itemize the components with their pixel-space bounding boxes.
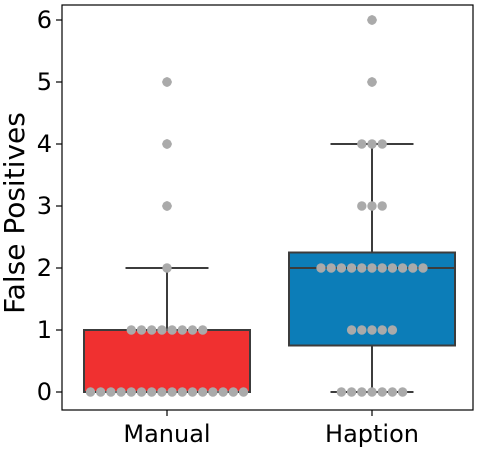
data-point bbox=[106, 387, 116, 397]
data-point bbox=[162, 263, 172, 273]
data-point bbox=[367, 325, 377, 335]
data-point bbox=[96, 387, 106, 397]
data-point bbox=[136, 387, 147, 397]
data-point bbox=[367, 15, 377, 25]
data-point bbox=[147, 387, 157, 397]
data-point bbox=[367, 387, 377, 397]
data-point bbox=[167, 325, 177, 335]
data-point bbox=[177, 387, 187, 397]
box-manual bbox=[83, 329, 251, 393]
boxes-layer bbox=[83, 15, 456, 393]
data-point bbox=[367, 263, 377, 273]
y-tick-label: 6 bbox=[37, 6, 52, 34]
y-tick-label: 0 bbox=[37, 378, 52, 406]
y-axis: 0 1 2 3 4 5 6 bbox=[37, 6, 62, 406]
data-point bbox=[187, 325, 198, 335]
data-point bbox=[357, 201, 367, 211]
data-point bbox=[187, 387, 198, 397]
data-point bbox=[346, 263, 357, 273]
data-point bbox=[162, 201, 172, 211]
data-point bbox=[367, 77, 377, 87]
data-point bbox=[377, 387, 387, 397]
data-point bbox=[162, 139, 172, 149]
data-point bbox=[357, 139, 367, 149]
data-point bbox=[336, 387, 347, 397]
y-tick-label: 3 bbox=[37, 192, 52, 220]
data-point bbox=[387, 387, 398, 397]
data-point bbox=[377, 263, 387, 273]
data-point bbox=[357, 387, 367, 397]
y-tick-label: 5 bbox=[37, 68, 52, 96]
data-point bbox=[316, 263, 326, 273]
x-tick-label: Haption bbox=[325, 420, 419, 448]
data-point bbox=[357, 325, 367, 335]
data-point bbox=[397, 263, 408, 273]
data-point bbox=[377, 139, 387, 149]
data-point bbox=[408, 263, 418, 273]
data-point bbox=[136, 325, 147, 335]
data-point bbox=[357, 263, 367, 273]
data-point bbox=[218, 387, 228, 397]
data-point bbox=[377, 201, 387, 211]
data-point bbox=[126, 325, 136, 335]
data-point bbox=[346, 325, 357, 335]
data-point bbox=[387, 263, 398, 273]
data-point bbox=[238, 387, 249, 397]
data-point bbox=[228, 387, 238, 397]
y-axis-label: False Positives bbox=[0, 112, 31, 314]
data-point bbox=[397, 387, 408, 397]
data-point bbox=[157, 387, 167, 397]
data-point bbox=[208, 387, 218, 397]
data-point bbox=[177, 325, 187, 335]
y-tick-label: 1 bbox=[37, 316, 52, 344]
data-point bbox=[336, 263, 347, 273]
data-point bbox=[85, 387, 96, 397]
x-axis: Manual Haption bbox=[123, 410, 419, 448]
data-point bbox=[326, 263, 336, 273]
data-point bbox=[367, 201, 377, 211]
data-point bbox=[162, 77, 172, 87]
data-point bbox=[116, 387, 126, 397]
data-point bbox=[147, 325, 157, 335]
data-point bbox=[157, 325, 167, 335]
data-point bbox=[418, 263, 428, 273]
x-tick-label: Manual bbox=[123, 420, 210, 448]
data-point bbox=[198, 387, 208, 397]
y-tick-label: 4 bbox=[37, 130, 52, 158]
y-tick-label: 2 bbox=[37, 254, 52, 282]
data-point bbox=[387, 325, 398, 335]
data-point bbox=[167, 387, 177, 397]
data-point bbox=[367, 139, 377, 149]
data-point bbox=[377, 325, 387, 335]
data-point bbox=[346, 387, 357, 397]
swarm-points-layer bbox=[85, 15, 428, 397]
plot-area-frame bbox=[61, 4, 474, 411]
data-point bbox=[198, 325, 208, 335]
data-point bbox=[126, 387, 136, 397]
